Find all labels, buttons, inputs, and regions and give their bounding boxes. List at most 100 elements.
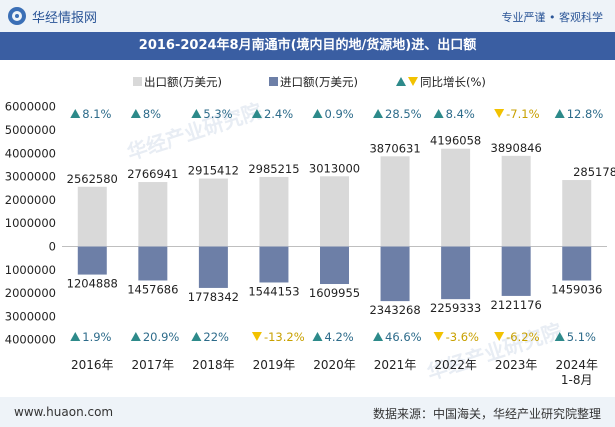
export-bar [562, 180, 592, 247]
y-tick-label: 3000000 [5, 309, 56, 323]
export-bar [380, 156, 410, 247]
growth-down-triangle-icon [251, 332, 262, 341]
tagline: 专业严谨 • 客观科学 [501, 11, 603, 24]
export-value-label: 3870631 [369, 141, 420, 155]
import-value-label: 2343268 [369, 303, 420, 317]
growth-up-triangle-icon [312, 332, 323, 341]
y-tick-label: 5000000 [5, 123, 56, 137]
x-category-label: 2023年 [495, 358, 538, 372]
export-value-label: 2851784 [573, 165, 615, 179]
growth-label: -3.6% [446, 330, 479, 344]
y-tick-label: 3000000 [5, 170, 56, 184]
legend-import-label: 进口额(万美元) [280, 75, 358, 89]
growth-label: 8.1% [82, 107, 111, 121]
watermark: 华经产业研究院 [424, 319, 565, 385]
import-bar [77, 246, 107, 275]
x-category-label: 2020年 [313, 358, 356, 372]
export-bar [501, 155, 531, 247]
growth-down-triangle-icon [494, 109, 505, 118]
growth-label: -7.1% [506, 107, 539, 121]
export-bar [77, 186, 107, 247]
growth-label: 22% [203, 330, 229, 344]
export-value-label: 2915412 [188, 164, 239, 178]
x-category-label: 2016年 [71, 358, 114, 372]
x-category-label: 2024年 [555, 358, 598, 372]
growth-up-triangle-icon [130, 109, 141, 118]
growth-label: -6.2% [506, 330, 539, 344]
growth-up-triangle-icon [191, 109, 202, 118]
import-bar [441, 246, 471, 300]
y-tick-label: 1000000 [5, 263, 56, 277]
x-category-label: 2019年 [253, 358, 296, 372]
y-tick-label: 0 [49, 240, 56, 254]
import-bar [320, 246, 349, 285]
import-bar [138, 246, 168, 281]
export-value-label: 3013000 [309, 161, 360, 175]
growth-up-triangle-icon [70, 332, 81, 341]
import-bar [501, 246, 531, 296]
x-category-label: 2022年 [434, 358, 477, 372]
data-source: 数据来源：中国海关，华经产业研究院整理 [372, 407, 601, 421]
growth-label: 20.9% [143, 330, 180, 344]
export-value-label: 3890846 [491, 141, 542, 155]
export-bar [198, 178, 228, 247]
legend-import-swatch [269, 77, 278, 86]
y-tick-label: 2000000 [5, 286, 56, 300]
export-bar [320, 176, 349, 247]
import-value-label: 1544153 [248, 284, 299, 298]
import-bar [380, 246, 410, 302]
y-tick-label: 2000000 [5, 193, 56, 207]
growth-up-triangle-icon [312, 109, 323, 118]
export-bar [138, 182, 168, 247]
export-value-label: 2766941 [127, 167, 178, 181]
import-value-label: 2121176 [491, 298, 542, 312]
growth-label: 2.4% [264, 107, 293, 121]
footer: www.huaon.com 数据来源：中国海关，华经产业研究院整理 [0, 397, 615, 427]
growth-up-triangle-icon [373, 109, 384, 118]
chart-title: 2016-2024年8月南通市(境内目的地/货源地)进、出口额 [0, 32, 615, 60]
growth-label: 4.2% [325, 330, 354, 344]
growth-up-triangle-icon [70, 109, 81, 118]
legend-export-swatch [133, 77, 142, 86]
import-bar [562, 246, 592, 281]
growth-label: 5.3% [203, 107, 232, 121]
x-category-label: 2018年 [192, 358, 235, 372]
import-value-label: 1457686 [127, 282, 178, 296]
legend-up-triangle-icon [396, 77, 406, 86]
export-bar [441, 148, 471, 247]
export-value-label: 2562580 [67, 172, 118, 186]
growth-label: 12.8% [567, 107, 604, 121]
growth-label: 0.9% [325, 107, 354, 121]
growth-up-triangle-icon [433, 109, 444, 118]
growth-up-triangle-icon [554, 109, 565, 118]
growth-down-triangle-icon [433, 332, 444, 341]
export-bar [259, 176, 289, 247]
growth-up-triangle-icon [130, 332, 141, 341]
top-bar: 华经情报网 专业严谨 • 客观科学 [0, 0, 615, 32]
import-bar [259, 246, 289, 283]
growth-up-triangle-icon [554, 332, 565, 341]
import-bar [198, 246, 228, 288]
growth-label: 8.4% [446, 107, 475, 121]
legend-down-triangle-icon [408, 77, 418, 86]
growth-down-triangle-icon [494, 332, 505, 341]
growth-label: -13.2% [264, 330, 305, 344]
y-tick-label: 4000000 [5, 146, 56, 160]
y-tick-label: 4000000 [5, 333, 56, 347]
chart: 华经产业研究院华经产业研究院60000005000000400000030000… [5, 75, 615, 387]
legend-export-label: 出口额(万美元) [144, 75, 222, 89]
x-category-label: 2017年 [132, 358, 175, 372]
growth-up-triangle-icon [251, 109, 262, 118]
legend-growth-label: 同比增长(%) [420, 75, 486, 89]
y-tick-label: 6000000 [5, 100, 56, 114]
growth-label: 8% [143, 107, 161, 121]
logo-text: 华经情报网 [32, 10, 98, 26]
import-value-label: 1778342 [188, 290, 239, 304]
y-tick-label: 1000000 [5, 216, 56, 230]
website-link[interactable]: www.huaon.com [14, 405, 114, 419]
x-category-label: 1-8月 [561, 373, 593, 387]
x-category-label: 2021年 [374, 358, 417, 372]
import-value-label: 1609955 [309, 286, 360, 300]
import-value-label: 2259333 [430, 301, 481, 315]
export-value-label: 4196058 [430, 134, 481, 148]
